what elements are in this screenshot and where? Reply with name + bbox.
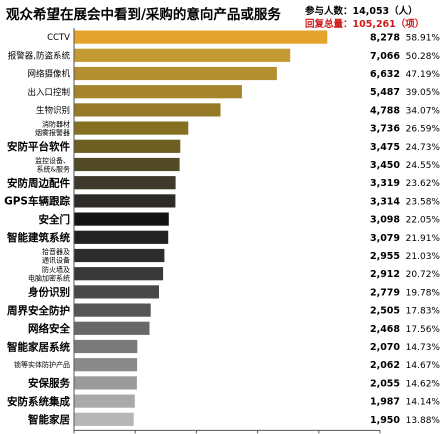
category-label: 锁等实体防护产品 [14, 360, 70, 369]
value-label: 2,070 [370, 342, 400, 353]
bar [74, 248, 165, 263]
value-label: 2,779 [370, 287, 400, 298]
percent-label: 13.88% [406, 416, 441, 426]
value-label: 3,079 [370, 233, 400, 244]
percent-label: 50.28% [406, 52, 441, 62]
percent-label: 21.03% [406, 252, 441, 262]
value-label: 2,062 [370, 360, 400, 371]
bar [74, 139, 181, 153]
percent-label: 20.72% [406, 270, 441, 280]
bar [74, 394, 135, 408]
bar [74, 194, 176, 208]
value-label: 1,987 [370, 397, 400, 408]
bar [74, 157, 180, 172]
category-label: 周界安全防护 [7, 304, 70, 317]
percent-label: 22.05% [406, 216, 441, 226]
bar [74, 176, 176, 190]
bar [74, 376, 137, 390]
value-label: 3,098 [370, 215, 400, 226]
value-label: 5,487 [370, 87, 400, 98]
value-label: 3,475 [370, 142, 400, 153]
value-label: 3,450 [370, 160, 400, 171]
category-label: 出入口控制 [27, 87, 70, 98]
percent-label: 14.73% [406, 343, 441, 353]
category-label: CCTV [47, 33, 70, 43]
category-label: 安防周边配件 [7, 177, 70, 190]
percent-label: 24.55% [406, 161, 441, 171]
percent-label: 21.91% [406, 234, 441, 244]
value-label: 2,955 [370, 251, 400, 262]
bar [74, 285, 159, 299]
value-label: 6,632 [370, 69, 400, 80]
percent-label: 39.05% [406, 88, 441, 98]
category-label: 消防器材烟雾报警器 [35, 119, 70, 136]
bar [74, 321, 150, 335]
bar [74, 230, 169, 244]
category-label: 安保服务 [28, 377, 70, 390]
percent-label: 26.59% [406, 125, 441, 135]
percent-label: 14.62% [406, 379, 441, 389]
category-label: 报警器,防盗系统 [8, 50, 71, 61]
category-label: 安全门 [39, 213, 71, 226]
category-label: 网络安全 [28, 322, 70, 335]
percent-label: 17.56% [406, 325, 441, 335]
bar [74, 85, 242, 99]
category-label: 智能家居系统 [6, 340, 70, 353]
value-label: 3,314 [370, 196, 400, 207]
bar [74, 212, 169, 226]
bar [74, 30, 328, 44]
chart-title: 观众希望在展会中看到/采购的意向产品或服务 [6, 7, 281, 23]
percent-label: 17.83% [406, 307, 441, 317]
category-label: 安防平台软件 [7, 140, 70, 153]
value-label: 8,278 [370, 33, 400, 44]
responses-total: 回复总量：105,261（项） [305, 19, 425, 30]
percent-label: 14.67% [406, 361, 441, 371]
category-label: 安防系统集成 [7, 395, 70, 408]
percent-label: 14.14% [406, 398, 441, 408]
category-label: 身份识别 [28, 286, 70, 299]
bar [74, 303, 151, 317]
percent-label: 23.58% [406, 197, 441, 207]
category-label: 智能家居 [27, 413, 70, 426]
percent-label: 58.91% [406, 34, 441, 44]
bar [74, 412, 134, 426]
value-label: 2,912 [370, 269, 400, 280]
bar [74, 66, 277, 81]
percent-label: 47.19% [406, 70, 441, 80]
value-label: 3,319 [370, 178, 400, 189]
category-label: 防火墙及电脑加密系统 [28, 265, 70, 283]
category-label: 生物识别 [36, 105, 70, 116]
percent-label: 23.62% [406, 179, 441, 189]
value-label: 2,055 [370, 378, 400, 389]
bar [74, 121, 189, 135]
value-label: 3,736 [370, 124, 400, 135]
value-label: 7,066 [370, 51, 400, 62]
bar [74, 358, 138, 372]
value-label: 2,505 [370, 306, 400, 317]
percent-label: 24.73% [406, 143, 441, 153]
value-label: 1,950 [370, 415, 400, 426]
percent-label: 34.07% [406, 106, 441, 116]
value-label: 4,788 [370, 105, 400, 116]
percent-label: 19.78% [406, 288, 441, 298]
bar [74, 48, 291, 62]
category-label: GPS车辆跟踪 [4, 195, 70, 208]
bar [74, 103, 221, 117]
category-label: 网络摄像机 [27, 69, 70, 80]
participants-count: 参与人数：14,053（人） [305, 6, 418, 17]
category-label: 监控设备、系统&服务 [35, 156, 70, 174]
category-label: 拾音器及通讯设备 [42, 247, 70, 264]
bar [74, 339, 138, 354]
category-label: 智能建筑系统 [6, 231, 70, 244]
bar [74, 267, 164, 281]
value-label: 2,468 [370, 324, 400, 335]
